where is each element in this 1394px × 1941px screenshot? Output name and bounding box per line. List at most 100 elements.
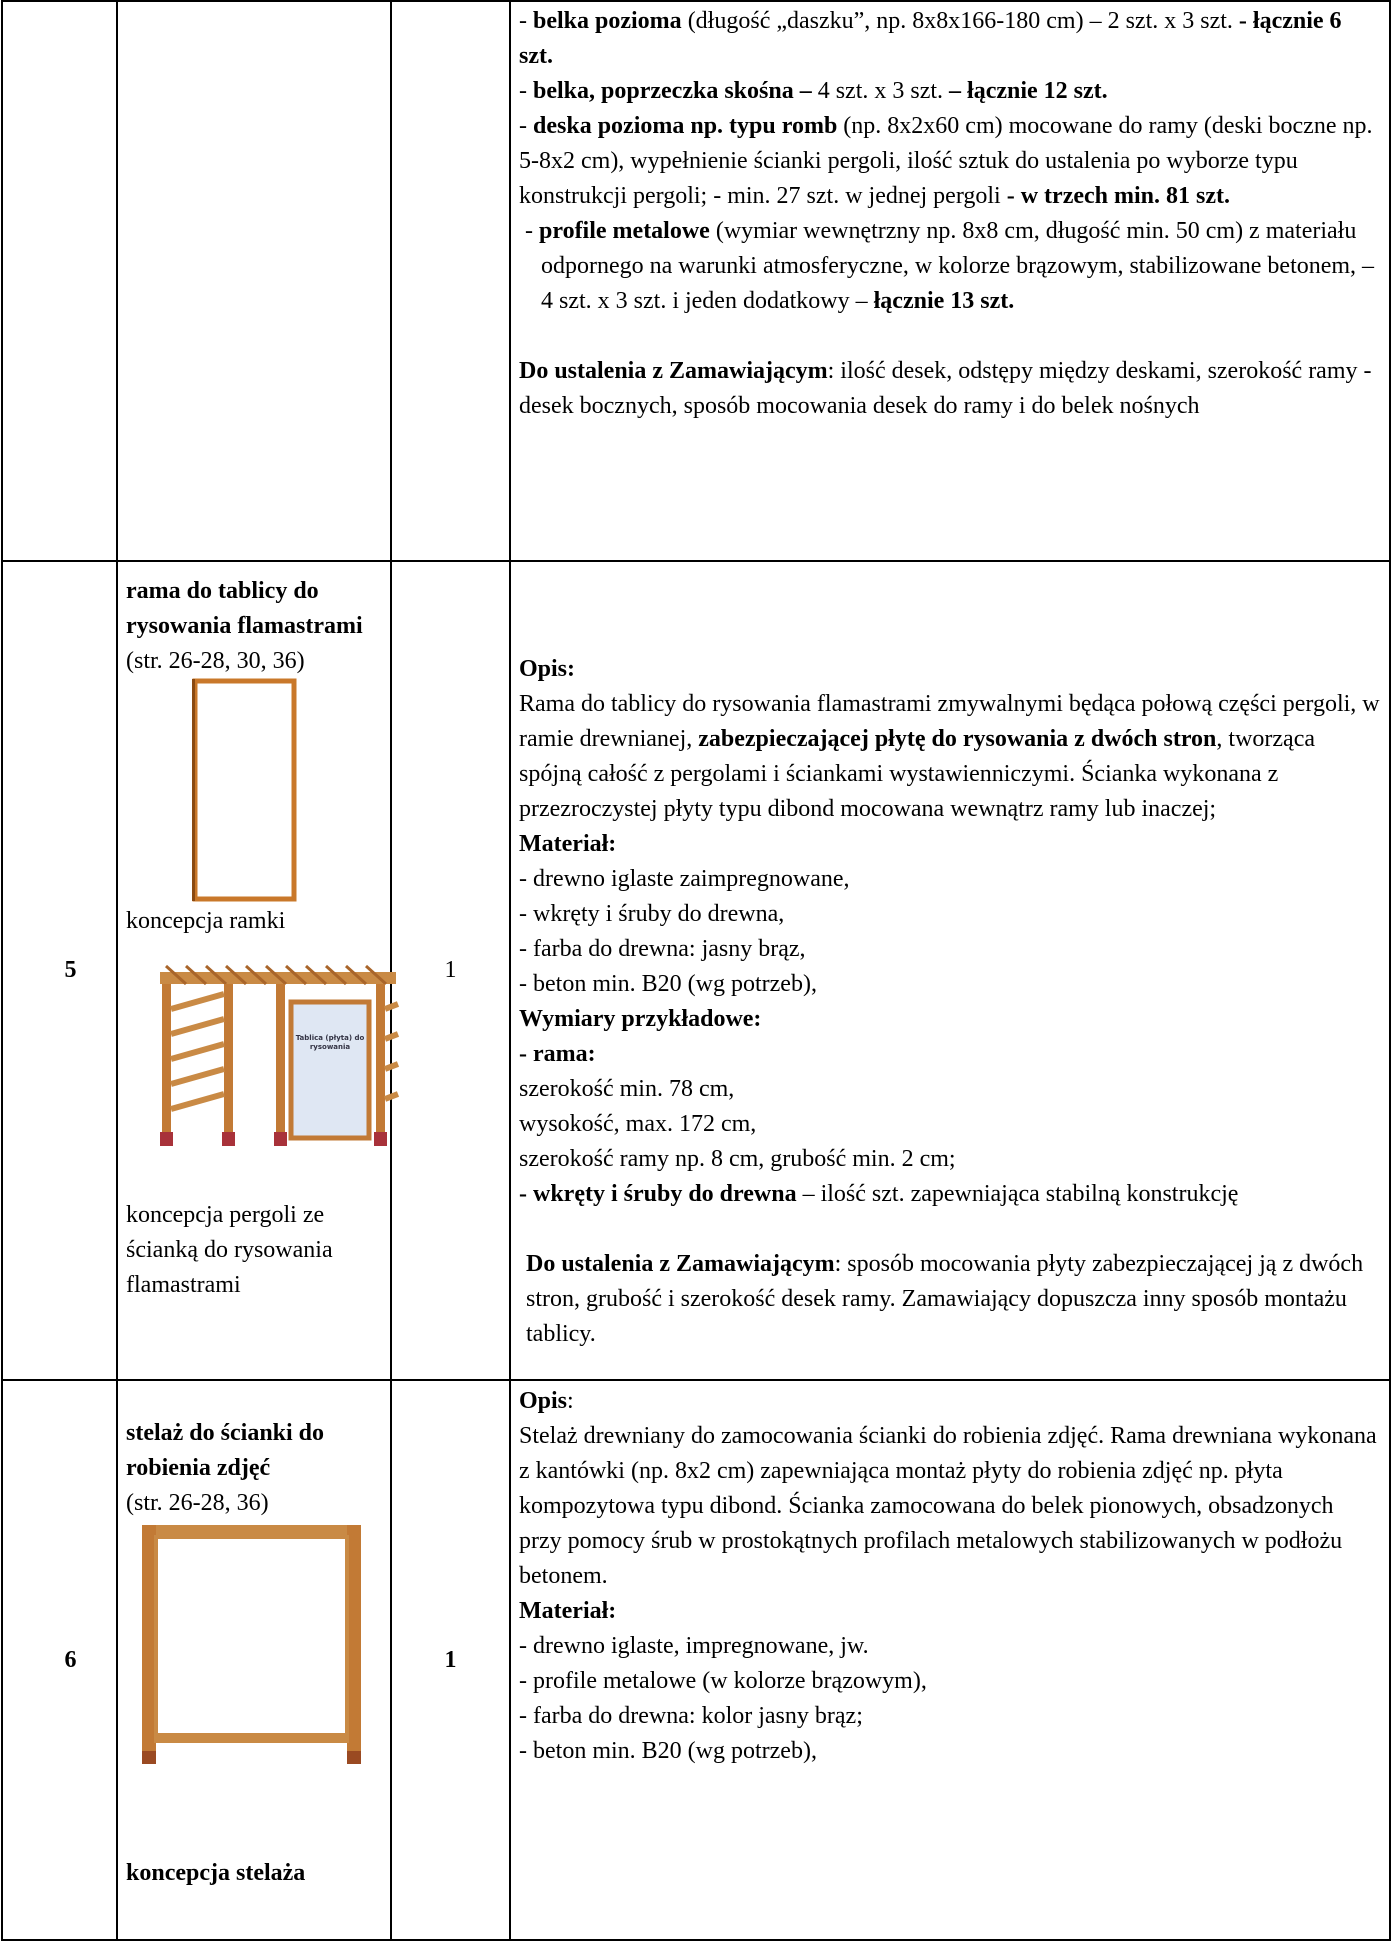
text-run: - wkręty i śruby do drewna [519, 1181, 797, 1207]
drawing-part [164, 964, 188, 986]
drawing-part [222, 1132, 235, 1146]
text-run: : [567, 1388, 574, 1414]
item-number: 6 [1, 1379, 118, 1941]
text-run: - [519, 8, 533, 34]
text-run: rama do tablicy do rysowania flamastrami [126, 578, 363, 639]
drawing-part [170, 1041, 225, 1062]
paragraph: - farba do drewna: jasny brąz, [519, 936, 806, 962]
figure-caption: koncepcja stelaża [126, 1856, 382, 1891]
text-run: zabezpieczającej płytę do rysowania z dw… [698, 726, 1217, 752]
drawing-part [192, 678, 297, 902]
cell [1, 0, 118, 562]
paragraph: - profile metalowe (w kolorze brązowym), [519, 1668, 927, 1694]
text-run: Wymiary przykładowe: [519, 1006, 762, 1032]
text-run: - [519, 78, 533, 104]
item-number: 5 [1, 560, 118, 1381]
text-run: - w trzech min. 81 szt. [1006, 183, 1230, 209]
figure-caption: koncepcja pergoli ze ścianką do rysowani… [126, 1202, 333, 1298]
drawing-part [344, 964, 368, 986]
text-run: Opis: [519, 656, 576, 682]
paragraph: Stelaż drewniany do zamocowania ścianki … [519, 1423, 1377, 1589]
text-run: koncepcja stelaża [126, 1860, 306, 1886]
drawing-part [160, 1132, 173, 1146]
paragraph: - deska pozioma np. typu romb (np. 8x2x6… [519, 109, 1381, 214]
drawing-part [156, 1733, 347, 1743]
drawing-part [170, 1066, 225, 1087]
text-run: profile metalowe [539, 218, 710, 244]
text-run: - rama: [519, 1041, 596, 1067]
drawing-part [383, 1031, 400, 1042]
row: 6 stelaż do ścianki do robienia zdjęć (s… [1, 1379, 1391, 1941]
paragraph: szerokość min. 78 cm, [519, 1076, 735, 1102]
item-name: rama do tablicy do rysowania flamastrami [126, 574, 382, 644]
text-run: (długość „daszku”, np. 8x8x166-180 cm) –… [681, 8, 1239, 34]
paragraph: Materiał: [519, 1594, 1381, 1629]
drawing-part [304, 964, 328, 986]
drawing-part [170, 1091, 225, 1112]
text-run: : ilość desek, odstępy między deskami, s… [519, 358, 1372, 419]
text-run: - [525, 218, 539, 244]
paragraph: - drewno iglaste, impregnowane, jw. [519, 1633, 869, 1659]
drawing-part [383, 1001, 400, 1012]
drawing-part [142, 1525, 156, 1753]
text-run: : sposób mocowania płyty zabezpieczające… [526, 1251, 1364, 1347]
text-run: deska pozioma np. typu romb [533, 113, 838, 139]
text-run: , tworząca spójną całość z pergolami i ś… [519, 726, 1316, 822]
row: - belka pozioma (długość „daszku”, np. 8… [1, 0, 1391, 562]
drawing-part [324, 964, 348, 986]
text-run: łącznie 13 szt. [873, 288, 1015, 314]
text-run: – ilość szt. zapewniająca stabilną konst… [796, 1181, 1239, 1207]
drawing-part [244, 964, 268, 986]
figure-caption: koncepcja ramki [126, 908, 286, 934]
paragraph: szerokość ramy np. 8 cm, grubość min. 2 … [519, 1146, 956, 1172]
paragraph: Do ustalenia z Zamawiającym: ilość desek… [519, 354, 1381, 424]
drawing-part [170, 1016, 225, 1037]
cell [390, 0, 511, 562]
paragraph: - beton min. B20 (wg potrzeb), [519, 971, 817, 997]
text-run: - łącznie 6 szt. [519, 8, 1342, 69]
drawing-part [276, 984, 285, 1134]
drawing-part [347, 1525, 361, 1753]
drawing-part [164, 964, 388, 986]
paragraph: - belka pozioma (długość „daszku”, np. 8… [519, 4, 1381, 74]
paragraph: - beton min. B20 (wg potrzeb), [519, 1738, 817, 1764]
text-run: Rama do tablicy do rysowania flamastrami… [519, 691, 1380, 752]
drawing-part [364, 964, 388, 986]
text-run: (wymiar wewnętrzny np. 8x8 cm, długość m… [541, 218, 1375, 314]
drawing-part [204, 964, 228, 986]
paragraph: Materiał: [519, 827, 1381, 862]
drawing-part [376, 984, 385, 1134]
drawing-part [224, 984, 233, 1134]
paragraph: - wkręty i śruby do drewna – ilość szt. … [519, 1177, 1381, 1212]
row: 5 rama do tablicy do rysowania flamastra… [1, 560, 1391, 1381]
sign-label: Tablica (płyta) do rysowania [295, 1034, 365, 1051]
stand-drawing [142, 1525, 361, 1764]
text-run: Do ustalenia z Zamawiającym [519, 358, 828, 384]
drawing-part [374, 1132, 387, 1146]
drawing-part [162, 984, 171, 1134]
paragraph: - profile metalowe (wymiar wewnętrzny np… [519, 214, 1381, 319]
text-run: belka pozioma [533, 8, 682, 34]
text-run: - [519, 113, 533, 139]
drawing-part [347, 1751, 361, 1764]
drawing-part [170, 991, 225, 1012]
text-run: 4 szt. x 3 szt. [811, 78, 950, 104]
paragraph: - drewno iglaste zaimpregnowane, [519, 866, 850, 892]
drawing-part [170, 991, 400, 1112]
drawing-part [284, 964, 308, 986]
drawing-part [383, 1091, 400, 1102]
paragraph: Opis: [519, 652, 1381, 687]
drawing-part [224, 964, 248, 986]
drawing-part: Tablica (płyta) do rysowania [295, 1034, 365, 1051]
drawing-part [154, 1535, 349, 1743]
text-run: belka, poprzeczka skośna – [533, 78, 812, 104]
item-pages: (str. 26-28, 30, 36) [126, 648, 305, 674]
item-cell: rama do tablicy do rysowania flamastrami… [116, 560, 400, 1381]
description: - belka pozioma (długość „daszku”, np. 8… [509, 0, 1391, 562]
item-pages: (str. 26-28, 36) [126, 1490, 269, 1516]
paragraph: Opis: [519, 1384, 1381, 1419]
pergola-drawing: Tablica (płyta) do rysowania [160, 964, 400, 1146]
paragraph: - wkręty i śruby do drewna, [519, 901, 785, 927]
